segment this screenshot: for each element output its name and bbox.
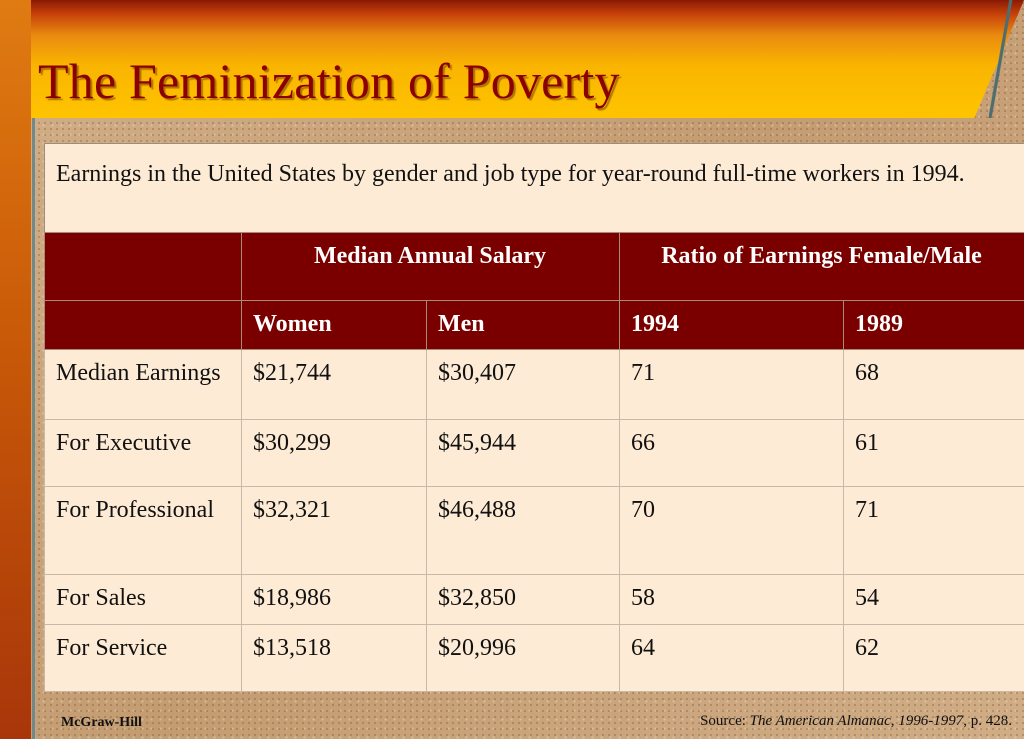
subheader-men: Men [426, 300, 620, 350]
cell-ratio-1994: 66 [619, 419, 844, 487]
intro-text: Earnings in the United States by gender … [56, 161, 965, 187]
header-median-salary: Median Annual Salary [241, 232, 620, 301]
row-label: For Executive [44, 419, 242, 487]
subheader-1989: 1989 [843, 300, 1024, 350]
subheader-1994: 1994 [619, 300, 844, 350]
cell-men: $46,488 [426, 486, 620, 575]
table-row: Median Earnings $21,744 $30,407 71 68 [44, 349, 1024, 420]
cell-men: $45,944 [426, 419, 620, 487]
cell-women: $30,299 [241, 419, 427, 487]
source-citation: Source: The American Almanac, 1996-1997,… [700, 713, 1012, 730]
title-band-edge [970, 0, 1024, 118]
cell-ratio-1989: 68 [843, 349, 1024, 420]
left-accent-bar [0, 0, 31, 739]
left-accent-line [32, 118, 35, 739]
row-label: For Professional [44, 486, 242, 575]
cell-ratio-1989: 61 [843, 419, 1024, 487]
header-ratio-earnings: Ratio of Earnings Female/Male [619, 232, 1024, 301]
cell-ratio-1994: 71 [619, 349, 844, 420]
title-band [31, 0, 1024, 118]
row-label: For Service [44, 624, 242, 692]
source-prefix: Source: [700, 713, 750, 729]
slide-title: The Feminization of Poverty [38, 53, 620, 109]
cell-ratio-1989: 71 [843, 486, 1024, 575]
table-row: For Professional $32,321 $46,488 70 71 [44, 486, 1024, 575]
publisher-label: McGraw-Hill [61, 715, 142, 730]
row-label: Median Earnings [44, 349, 242, 420]
cell-men: $32,850 [426, 574, 620, 625]
cell-women: $18,986 [241, 574, 427, 625]
table-row: For Service $13,518 $20,996 64 62 [44, 624, 1024, 692]
cell-women: $32,321 [241, 486, 427, 575]
cell-ratio-1994: 58 [619, 574, 844, 625]
cell-ratio-1989: 54 [843, 574, 1024, 625]
cell-women: $21,744 [241, 349, 427, 420]
table-group-header-row: Median Annual Salary Ratio of Earnings F… [44, 232, 1024, 301]
earnings-table: Median Annual Salary Ratio of Earnings F… [44, 232, 1024, 692]
table-row: For Executive $30,299 $45,944 66 61 [44, 419, 1024, 487]
header-empty-corner [44, 232, 242, 301]
cell-ratio-1989: 62 [843, 624, 1024, 692]
subheader-women: Women [241, 300, 427, 350]
source-title: The American Almanac, 1996-1997 [749, 713, 964, 729]
cell-ratio-1994: 64 [619, 624, 844, 692]
cell-men: $20,996 [426, 624, 620, 692]
subheader-empty [44, 300, 242, 350]
row-label: For Sales [44, 574, 242, 625]
source-suffix: , p. 428. [963, 713, 1012, 729]
table-row: For Sales $18,986 $32,850 58 54 [44, 574, 1024, 625]
table-sub-header-row: Women Men 1994 1989 [44, 300, 1024, 350]
cell-women: $13,518 [241, 624, 427, 692]
cell-ratio-1994: 70 [619, 486, 844, 575]
cell-men: $30,407 [426, 349, 620, 420]
